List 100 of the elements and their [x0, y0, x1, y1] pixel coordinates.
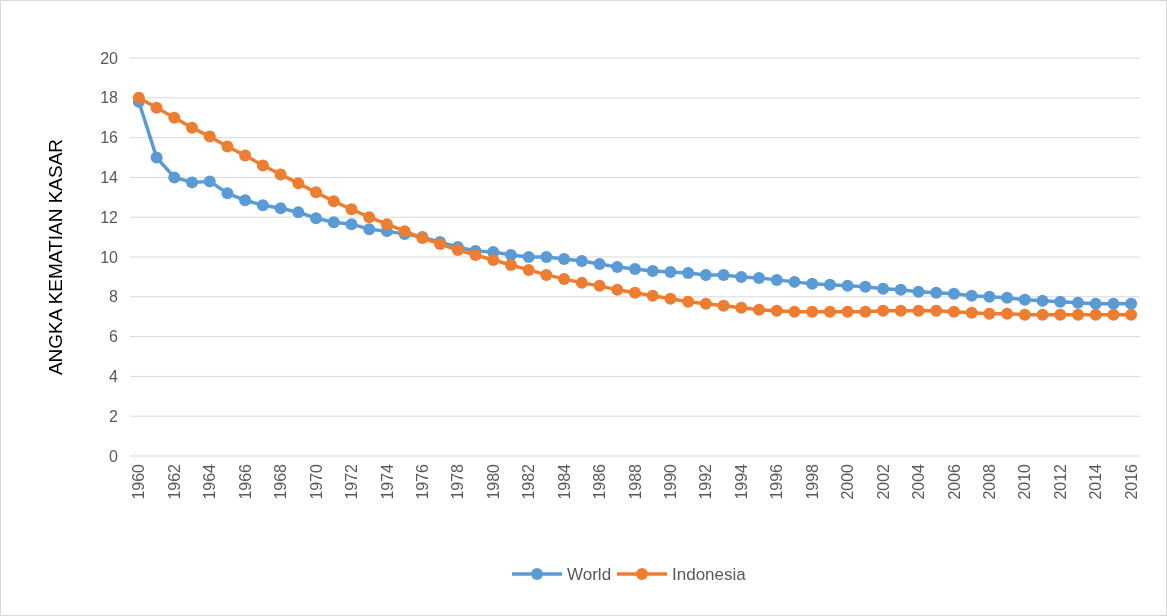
- point: [947, 287, 960, 300]
- point: [699, 268, 712, 281]
- x-tick-label: 1964: [201, 463, 219, 500]
- point: [682, 295, 695, 308]
- y-tick-label: 18: [100, 89, 119, 107]
- point: [1089, 297, 1102, 310]
- point: [274, 202, 287, 215]
- point: [310, 186, 323, 199]
- point: [363, 223, 376, 236]
- y-tick-label: 2: [109, 407, 119, 425]
- point: [735, 301, 748, 314]
- point: [575, 276, 588, 289]
- x-tick-label: 1994: [732, 463, 750, 500]
- x-tick-label: 1966: [236, 463, 254, 500]
- x-tick-label: 2008: [980, 463, 998, 500]
- point: [770, 273, 783, 286]
- point: [930, 286, 943, 299]
- point: [150, 151, 163, 164]
- point: [186, 121, 199, 134]
- point: [203, 175, 216, 188]
- point: [770, 304, 783, 317]
- x-tick-label: 1978: [449, 463, 467, 500]
- x-tick-label: 1968: [272, 463, 290, 500]
- point: [292, 177, 305, 190]
- point: [558, 253, 571, 265]
- y-tick-label: 4: [109, 368, 119, 385]
- point: [877, 304, 890, 317]
- point: [256, 159, 269, 172]
- point: [363, 211, 376, 224]
- y-tick-label: 10: [100, 248, 119, 266]
- point: [522, 251, 535, 263]
- point: [947, 305, 960, 318]
- point: [965, 289, 978, 302]
- x-tick-label: 1992: [697, 463, 715, 500]
- point: [859, 305, 872, 318]
- point: [788, 275, 801, 288]
- point: [168, 111, 181, 124]
- point: [469, 249, 482, 261]
- x-tick-label: 2012: [1051, 463, 1069, 500]
- point: [504, 258, 517, 271]
- point: [664, 265, 677, 278]
- point: [575, 254, 588, 267]
- x-tick-label: 1980: [484, 463, 502, 500]
- point: [1125, 297, 1138, 310]
- point: [310, 212, 323, 225]
- point: [717, 268, 730, 281]
- legend-label: World: [567, 564, 612, 584]
- point: [753, 271, 766, 284]
- point: [894, 304, 907, 317]
- point: [682, 266, 695, 279]
- x-tick-label: 2000: [839, 463, 857, 500]
- point: [823, 305, 836, 318]
- x-tick-label: 1986: [591, 463, 609, 500]
- point: [345, 218, 358, 231]
- point: [823, 278, 836, 291]
- point: [1036, 308, 1049, 321]
- y-tick-label: 8: [109, 288, 119, 306]
- x-tick-label: 1990: [662, 463, 680, 500]
- point: [504, 249, 517, 261]
- point: [735, 270, 748, 283]
- point: [965, 306, 978, 319]
- point: [1036, 294, 1049, 307]
- point: [806, 305, 819, 318]
- y-tick-label: 14: [100, 169, 119, 186]
- point: [327, 216, 340, 229]
- point: [629, 286, 641, 299]
- point: [221, 140, 234, 153]
- point: [841, 279, 854, 292]
- y-axis-title: ANGKA KEMATIAN KASAR: [45, 138, 66, 376]
- point: [877, 282, 890, 295]
- x-tick-label: 1996: [768, 463, 786, 500]
- point: [611, 260, 624, 273]
- x-tick-label: 1962: [165, 463, 183, 500]
- point: [1001, 291, 1014, 304]
- point: [912, 285, 925, 298]
- x-tick-label: 1976: [413, 463, 431, 500]
- point: [221, 187, 234, 200]
- x-tick-label: 2014: [1087, 463, 1105, 500]
- point: [239, 149, 252, 162]
- point: [132, 91, 145, 104]
- point: [1018, 308, 1031, 321]
- x-tick-label: 1974: [378, 463, 396, 500]
- x-tick-label: 1972: [343, 463, 361, 500]
- point: [327, 195, 340, 208]
- point: [894, 283, 907, 296]
- y-tick-label: 12: [100, 208, 119, 226]
- point: [1089, 308, 1102, 321]
- x-tick-label: 2002: [874, 463, 892, 500]
- point: [1018, 293, 1031, 306]
- point: [1071, 308, 1084, 321]
- point: [274, 168, 287, 181]
- point: [380, 218, 393, 231]
- point: [611, 283, 624, 296]
- point: [646, 289, 659, 302]
- x-tick-label: 2006: [945, 463, 963, 500]
- x-tick-label: 2016: [1122, 463, 1140, 500]
- point: [186, 176, 199, 189]
- y-tick-label: 16: [100, 129, 119, 147]
- point: [983, 307, 996, 320]
- point: [1125, 308, 1138, 321]
